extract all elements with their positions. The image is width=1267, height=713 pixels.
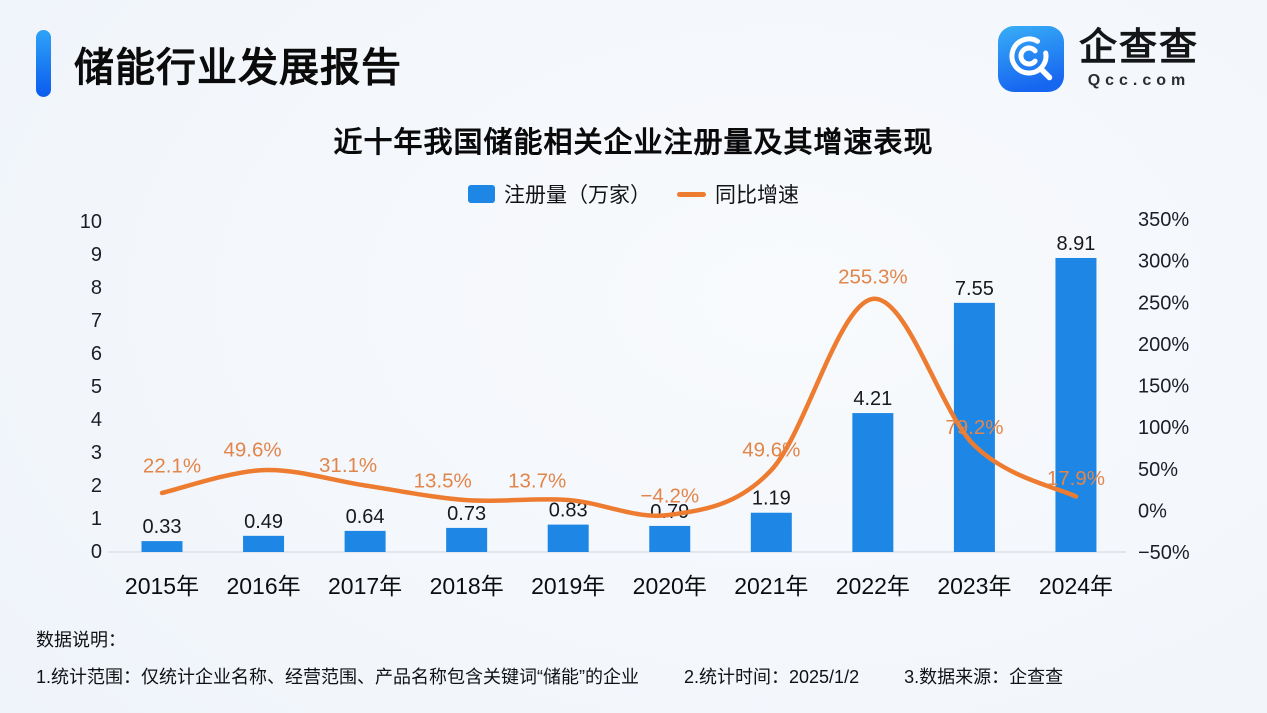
svg-text:2020年: 2020年 (633, 573, 707, 599)
svg-text:79.2%: 79.2% (945, 416, 1003, 439)
svg-text:300%: 300% (1138, 251, 1189, 273)
svg-text:22.1%: 22.1% (143, 454, 201, 477)
svg-text:1.19: 1.19 (752, 488, 791, 510)
svg-text:49.6%: 49.6% (742, 439, 800, 462)
svg-text:17.9%: 17.9% (1047, 467, 1105, 490)
svg-text:0.33: 0.33 (143, 516, 182, 538)
svg-text:6: 6 (91, 343, 102, 365)
svg-text:0.49: 0.49 (244, 511, 283, 533)
qcc-logo-domain: Qcc.com (1087, 72, 1191, 90)
svg-text:250%: 250% (1138, 292, 1189, 314)
svg-text:255.3%: 255.3% (838, 265, 908, 288)
note-date: 2.统计时间：2025/1/2 (684, 667, 860, 687)
svg-text:2018年: 2018年 (430, 573, 504, 599)
chart-legend: 注册量（万家） 同比增速 (0, 179, 1267, 209)
accent-bar (36, 30, 51, 97)
svg-text:2021年: 2021年 (734, 573, 808, 599)
svg-text:9: 9 (91, 244, 102, 266)
svg-text:5: 5 (91, 376, 102, 398)
svg-text:0.73: 0.73 (447, 503, 486, 525)
svg-text:100%: 100% (1138, 417, 1189, 439)
svg-text:2: 2 (91, 475, 102, 497)
svg-text:2015年: 2015年 (125, 573, 199, 599)
svg-text:4: 4 (91, 409, 102, 431)
report-title: 储能行业发展报告 (74, 45, 402, 90)
svg-text:2017年: 2017年 (328, 573, 402, 599)
svg-text:0.83: 0.83 (549, 500, 588, 522)
svg-text:8: 8 (91, 277, 102, 299)
qcc-logo-name: 企查查 (1078, 26, 1199, 69)
svg-text:7.55: 7.55 (955, 278, 994, 300)
svg-text:0.64: 0.64 (346, 506, 385, 528)
note-source: 3.数据来源：企查查 (904, 667, 1064, 687)
combo-chart: 0 1 2 3 4 5 6 7 8 9 10 −50% 0% 50% 100% 150% 200% 250% 300… (80, 209, 1190, 599)
svg-text:350%: 350% (1138, 209, 1189, 231)
notes-items: 1.统计范围：仅统计企业名称、经营范围、产品名称包含关键词“储能”的企业 2.统… (36, 663, 1063, 689)
svg-text:2022年: 2022年 (836, 573, 910, 599)
qcc-logo: 企查查 Qcc.com (997, 26, 1199, 92)
svg-text:49.6%: 49.6% (223, 439, 281, 462)
legend-line-label: 同比增速 (715, 184, 799, 207)
svg-text:2019年: 2019年 (531, 573, 605, 599)
svg-text:7: 7 (91, 310, 102, 332)
note-scope: 1.统计范围：仅统计企业名称、经营范围、产品名称包含关键词“储能”的企业 (36, 667, 639, 687)
report-header: 储能行业发展报告 (36, 30, 402, 97)
svg-text:200%: 200% (1138, 334, 1189, 356)
legend-bar-label: 注册量（万家） (504, 184, 651, 207)
svg-text:50%: 50% (1138, 459, 1178, 481)
svg-text:31.1%: 31.1% (319, 454, 377, 477)
svg-text:0%: 0% (1138, 500, 1167, 522)
svg-text:2023年: 2023年 (937, 573, 1011, 599)
chart-title: 近十年我国储能相关企业注册量及其增速表现 (333, 127, 934, 159)
svg-text:0: 0 (91, 541, 102, 563)
qcc-logo-text: 企查查 Qcc.com (1078, 26, 1199, 91)
svg-text:10: 10 (80, 211, 102, 233)
svg-text:13.7%: 13.7% (508, 469, 566, 492)
svg-text:−50%: −50% (1138, 542, 1190, 564)
svg-text:−4.2%: −4.2% (640, 484, 699, 507)
svg-text:2016年: 2016年 (226, 573, 300, 599)
svg-text:150%: 150% (1138, 376, 1189, 398)
qcc-logo-icon (997, 26, 1064, 92)
notes-heading: 数据说明： (36, 630, 126, 650)
svg-text:13.5%: 13.5% (414, 470, 472, 493)
svg-text:4.21: 4.21 (853, 388, 892, 410)
svg-text:1: 1 (91, 508, 102, 530)
legend-bar-swatch (468, 185, 495, 203)
svg-text:2024年: 2024年 (1039, 573, 1113, 599)
svg-text:8.91: 8.91 (1056, 233, 1095, 255)
legend-line-swatch (677, 191, 706, 197)
svg-text:3: 3 (91, 442, 102, 464)
